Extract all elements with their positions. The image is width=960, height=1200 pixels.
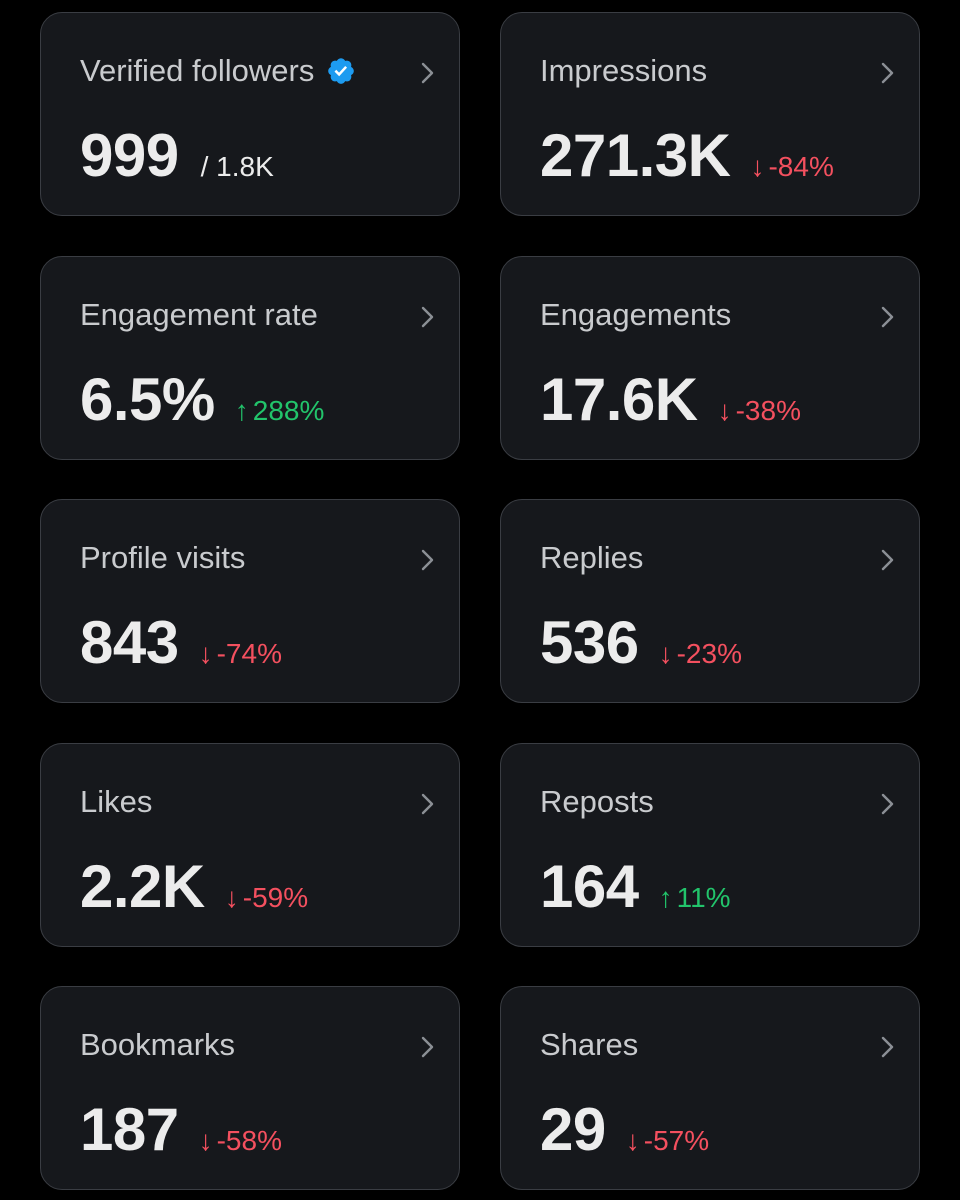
arrow-down-icon: ↓ [717, 394, 732, 426]
chevron-right-icon[interactable] [417, 790, 439, 818]
arrow-up-icon: ↑ [658, 881, 673, 913]
metric-value: 17.6K [540, 365, 698, 433]
metric-card-profile-visits[interactable]: Profile visits 843 ↓ -74% [40, 499, 460, 703]
metric-delta: ↓ -59% [225, 882, 308, 914]
metric-delta: ↓ -57% [626, 1125, 709, 1157]
metric-value-row: 843 ↓ -74% [80, 608, 282, 677]
chevron-right-icon[interactable] [877, 303, 899, 331]
metric-value: 536 [540, 609, 639, 676]
metric-value-row: 17.6K ↓ -38% [540, 365, 801, 434]
arrow-down-icon: ↓ [224, 881, 239, 913]
chevron-right-icon[interactable] [417, 546, 439, 574]
chevron-right-icon[interactable] [417, 59, 439, 87]
metric-label: Replies [540, 540, 644, 575]
metric-value-row: 29 ↓ -57% [540, 1095, 709, 1164]
metric-card-reposts[interactable]: Reposts 164 ↑ 11% [500, 742, 920, 947]
metric-card-shares[interactable]: Shares 29 ↓ -57% [500, 986, 920, 1190]
metric-delta-value: -84% [768, 151, 834, 182]
arrow-down-icon: ↓ [198, 638, 213, 669]
metric-card-engagements[interactable]: Engagements 17.6K ↓ -38% [500, 255, 920, 460]
metric-delta-value: 288% [252, 394, 325, 426]
metric-delta: ↓ -38% [718, 395, 801, 427]
arrow-down-icon: ↓ [625, 1125, 640, 1156]
metric-label: Bookmarks [80, 1027, 236, 1062]
metric-delta-value: -59% [242, 881, 309, 913]
metric-value: 29 [540, 1096, 606, 1163]
metric-label: Likes [80, 783, 153, 819]
metric-delta: ↓ -84% [750, 151, 833, 183]
arrow-down-icon: ↓ [750, 151, 765, 182]
metric-delta: ↓ -23% [659, 638, 742, 670]
metric-value-row: 536 ↓ -23% [540, 608, 742, 677]
metric-delta: ↓ -74% [199, 638, 282, 670]
arrow-down-icon: ↓ [198, 1125, 213, 1156]
metric-value: 843 [80, 609, 179, 676]
metric-label: Shares [540, 1027, 639, 1062]
arrow-up-icon: ↑ [234, 394, 249, 426]
metric-total: / 1.8K [200, 151, 274, 182]
metric-delta-value: 11% [676, 881, 731, 913]
metrics-grid: Verified followers 999 / 1.8K Impression… [40, 12, 920, 1190]
metric-value-row: 6.5% ↑ 288% [80, 365, 324, 434]
chevron-right-icon[interactable] [877, 1033, 899, 1061]
metric-value-row: 164 ↑ 11% [540, 852, 731, 921]
chevron-right-icon[interactable] [417, 303, 439, 331]
metric-delta: ↓ -58% [199, 1125, 282, 1157]
chevron-right-icon[interactable] [877, 546, 899, 574]
metric-value-row: 999 / 1.8K [80, 121, 274, 190]
arrow-down-icon: ↓ [658, 638, 673, 669]
metric-label: Verified followers [80, 53, 315, 88]
metric-label-wrap: Verified followers [80, 53, 356, 89]
metric-delta: ↑ 11% [659, 882, 731, 914]
metric-card-bookmarks[interactable]: Bookmarks 187 ↓ -58% [40, 986, 460, 1190]
metric-value: 187 [80, 1096, 179, 1163]
metric-value-row: 2.2K ↓ -59% [80, 852, 308, 921]
chevron-right-icon[interactable] [877, 790, 899, 818]
metric-card-engagement-rate[interactable]: Engagement rate 6.5% ↑ 288% [40, 255, 460, 460]
metric-label: Engagements [540, 296, 732, 332]
metric-delta: ↑ 288% [235, 395, 325, 427]
metric-value: 164 [540, 852, 639, 920]
metric-value: 999 [80, 122, 179, 189]
metric-delta-value: -57% [643, 1125, 710, 1156]
metric-card-impressions[interactable]: Impressions 271.3K ↓ -84% [500, 12, 920, 216]
metric-value: 2.2K [80, 852, 205, 920]
metric-card-verified-followers[interactable]: Verified followers 999 / 1.8K [40, 12, 460, 216]
metric-card-likes[interactable]: Likes 2.2K ↓ -59% [40, 742, 460, 947]
metric-label: Reposts [540, 783, 654, 819]
verified-badge-icon [328, 58, 355, 84]
metric-value-row: 271.3K ↓ -84% [540, 121, 834, 190]
metric-delta-value: -38% [735, 394, 801, 426]
metric-card-replies[interactable]: Replies 536 ↓ -23% [500, 499, 920, 703]
metric-label: Impressions [540, 53, 708, 88]
metric-value: 6.5% [80, 365, 215, 433]
metric-delta-value: -58% [216, 1125, 282, 1156]
metric-value-row: 187 ↓ -58% [80, 1095, 282, 1164]
metric-value: 271.3K [540, 122, 731, 189]
metric-delta-value: -74% [216, 638, 282, 669]
chevron-right-icon[interactable] [877, 59, 899, 87]
metric-label: Profile visits [80, 540, 246, 575]
chevron-right-icon[interactable] [417, 1033, 439, 1061]
metric-label: Engagement rate [80, 296, 318, 332]
metric-delta-value: -23% [676, 638, 742, 669]
